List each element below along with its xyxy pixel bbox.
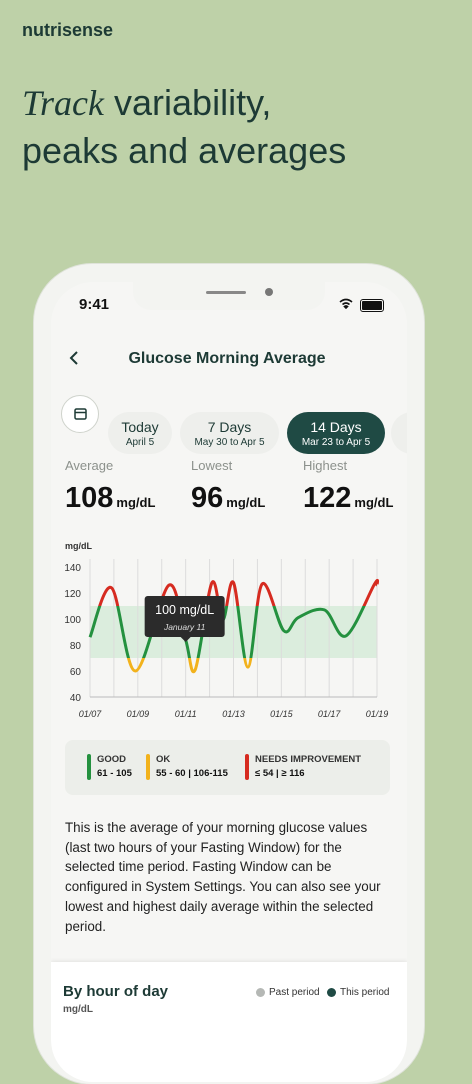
tooltip-value: 100 mg/dL	[155, 603, 214, 617]
chart-legend: GOOD 61 - 105 OK 55 - 60 | 106-115 NEEDS IMP…	[65, 740, 390, 795]
stat-unit: mg/dL	[116, 495, 156, 510]
legend-label: NEEDS IMPROVEMENT	[255, 754, 362, 765]
tab-subtitle: April 5	[125, 437, 155, 448]
legend-dot	[256, 988, 265, 997]
x-tick-label: 01/07	[79, 709, 103, 719]
x-tick-label: 01/13	[222, 709, 245, 719]
legend-dot	[327, 988, 336, 997]
camera	[265, 288, 273, 296]
stat-label: Lowest	[191, 458, 233, 473]
x-tick-label: 01/17	[318, 709, 342, 719]
nav-title: Glucose Morning Average	[128, 350, 326, 367]
headline-line2: peaks and averages	[22, 130, 347, 171]
stat-value: 108 mg/dL	[65, 482, 155, 515]
legend-range: ≤ 54 | ≥ 116	[255, 768, 305, 779]
x-tick-label: 01/19	[366, 709, 389, 719]
tooltip-pointer	[180, 637, 191, 642]
y-tick-label: 140	[64, 563, 81, 574]
speaker	[206, 291, 246, 294]
calendar-button[interactable]	[61, 395, 99, 433]
stat-number: 122	[303, 482, 352, 514]
stat-value: 96 mg/dL	[191, 482, 265, 515]
legend-range: 55 - 60 | 106-115	[156, 768, 228, 779]
card: By hour of day mg/dL Past period This per…	[51, 962, 407, 1082]
legend-label: GOOD	[97, 754, 127, 765]
tab-title: 14 Days	[310, 419, 362, 435]
battery	[360, 299, 384, 312]
legend-range: 61 - 105	[97, 768, 132, 779]
tab[interactable]: 14 Days Mar 23 to Apr 5	[287, 412, 385, 454]
y-tick-label: 80	[70, 641, 82, 652]
stat-label: Highest	[303, 458, 348, 473]
legend-label: OK	[156, 754, 171, 765]
y-tick-label: 40	[70, 693, 82, 704]
legend-swatch	[245, 754, 249, 780]
x-tick-label: 01/15	[270, 709, 294, 719]
tooltip-date: January 11	[163, 622, 206, 632]
x-tick-label: 01/09	[127, 709, 150, 719]
tooltip-box	[144, 596, 225, 637]
description: This is the average of your morning gluc…	[65, 820, 381, 934]
page: nutrisense Track variability, peaks and …	[22, 20, 424, 1084]
notch	[133, 282, 325, 310]
headline: Track variability,	[22, 82, 271, 124]
tab-partial[interactable]	[391, 412, 407, 454]
status-time: 9:41	[79, 296, 110, 313]
tab-title: Today	[121, 419, 159, 435]
tab-subtitle: Mar 23 to Apr 5	[301, 437, 371, 448]
stat-value: 122 mg/dL	[303, 482, 393, 515]
legend-label: This period	[340, 987, 390, 998]
stat-unit: mg/dL	[226, 495, 266, 510]
y-tick-label: 60	[70, 667, 82, 678]
headline-line1: variability,	[114, 82, 272, 123]
phone: 9:41 Glucose Morning Average Today April …	[34, 264, 424, 1084]
x-tick-label: 01/11	[175, 709, 197, 719]
tab[interactable]: 7 Days May 30 to Apr 5	[180, 412, 279, 454]
brand: nutrisense	[22, 20, 114, 40]
stat-unit: mg/dL	[354, 495, 394, 510]
y-axis-label: mg/dL	[65, 541, 92, 551]
tab[interactable]: Today April 5	[108, 412, 172, 454]
back-button[interactable]	[67, 350, 81, 366]
tab-subtitle: May 30 to Apr 5	[194, 437, 265, 448]
card-title: By hour of day	[63, 983, 169, 1000]
stat-number: 108	[65, 482, 114, 514]
stat-label: Average	[65, 458, 114, 473]
stat-number: 96	[191, 482, 224, 514]
screen: 9:41 Glucose Morning Average Today April …	[51, 282, 407, 1082]
tab-title: 7 Days	[207, 419, 252, 435]
card-unit: mg/dL	[63, 1004, 93, 1015]
tooltip: 100 mg/dL January 11	[144, 596, 225, 642]
legend-swatch	[146, 754, 150, 780]
chart: mg/dL 01/07 01/09 01/11 01/13 01/15 01/17 01/19…	[64, 541, 389, 719]
headline-italic: Track	[22, 83, 105, 123]
legend-label: Past period	[269, 987, 320, 998]
wifi	[339, 298, 353, 309]
y-tick-label: 100	[64, 615, 81, 626]
y-tick-label: 120	[64, 589, 81, 600]
legend-swatch	[87, 754, 91, 780]
